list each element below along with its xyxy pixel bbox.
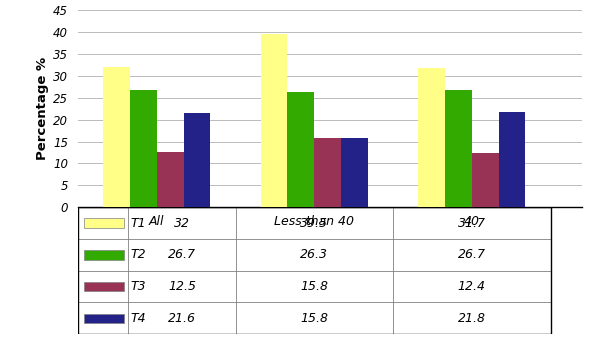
- Bar: [499, 112, 526, 207]
- Text: 31.7: 31.7: [458, 217, 486, 229]
- Bar: [472, 153, 499, 207]
- Text: 12.5: 12.5: [168, 280, 196, 293]
- Bar: [184, 113, 211, 207]
- Text: T2: T2: [131, 248, 146, 261]
- Text: T4: T4: [131, 312, 146, 325]
- Text: 32: 32: [174, 217, 190, 229]
- Bar: [314, 138, 341, 207]
- Bar: [287, 92, 314, 207]
- Y-axis label: Percentage %: Percentage %: [36, 57, 49, 160]
- Text: 26.7: 26.7: [458, 248, 486, 261]
- Bar: [84, 218, 124, 228]
- Bar: [418, 69, 445, 207]
- Text: 12.4: 12.4: [458, 280, 486, 293]
- Bar: [260, 34, 287, 207]
- Bar: [445, 90, 472, 207]
- Text: 15.8: 15.8: [300, 312, 328, 325]
- Text: 21.6: 21.6: [168, 312, 196, 325]
- Bar: [84, 282, 124, 291]
- Text: 39.5: 39.5: [300, 217, 328, 229]
- Bar: [130, 90, 157, 207]
- Text: 26.3: 26.3: [300, 248, 328, 261]
- Text: T3: T3: [131, 280, 146, 293]
- Text: 26.7: 26.7: [168, 248, 196, 261]
- Text: T1: T1: [131, 217, 146, 229]
- Bar: [84, 250, 124, 260]
- Bar: [103, 67, 130, 207]
- Bar: [84, 313, 124, 323]
- Text: 21.8: 21.8: [458, 312, 486, 325]
- Bar: [341, 138, 368, 207]
- Text: 15.8: 15.8: [300, 280, 328, 293]
- Bar: [157, 152, 184, 207]
